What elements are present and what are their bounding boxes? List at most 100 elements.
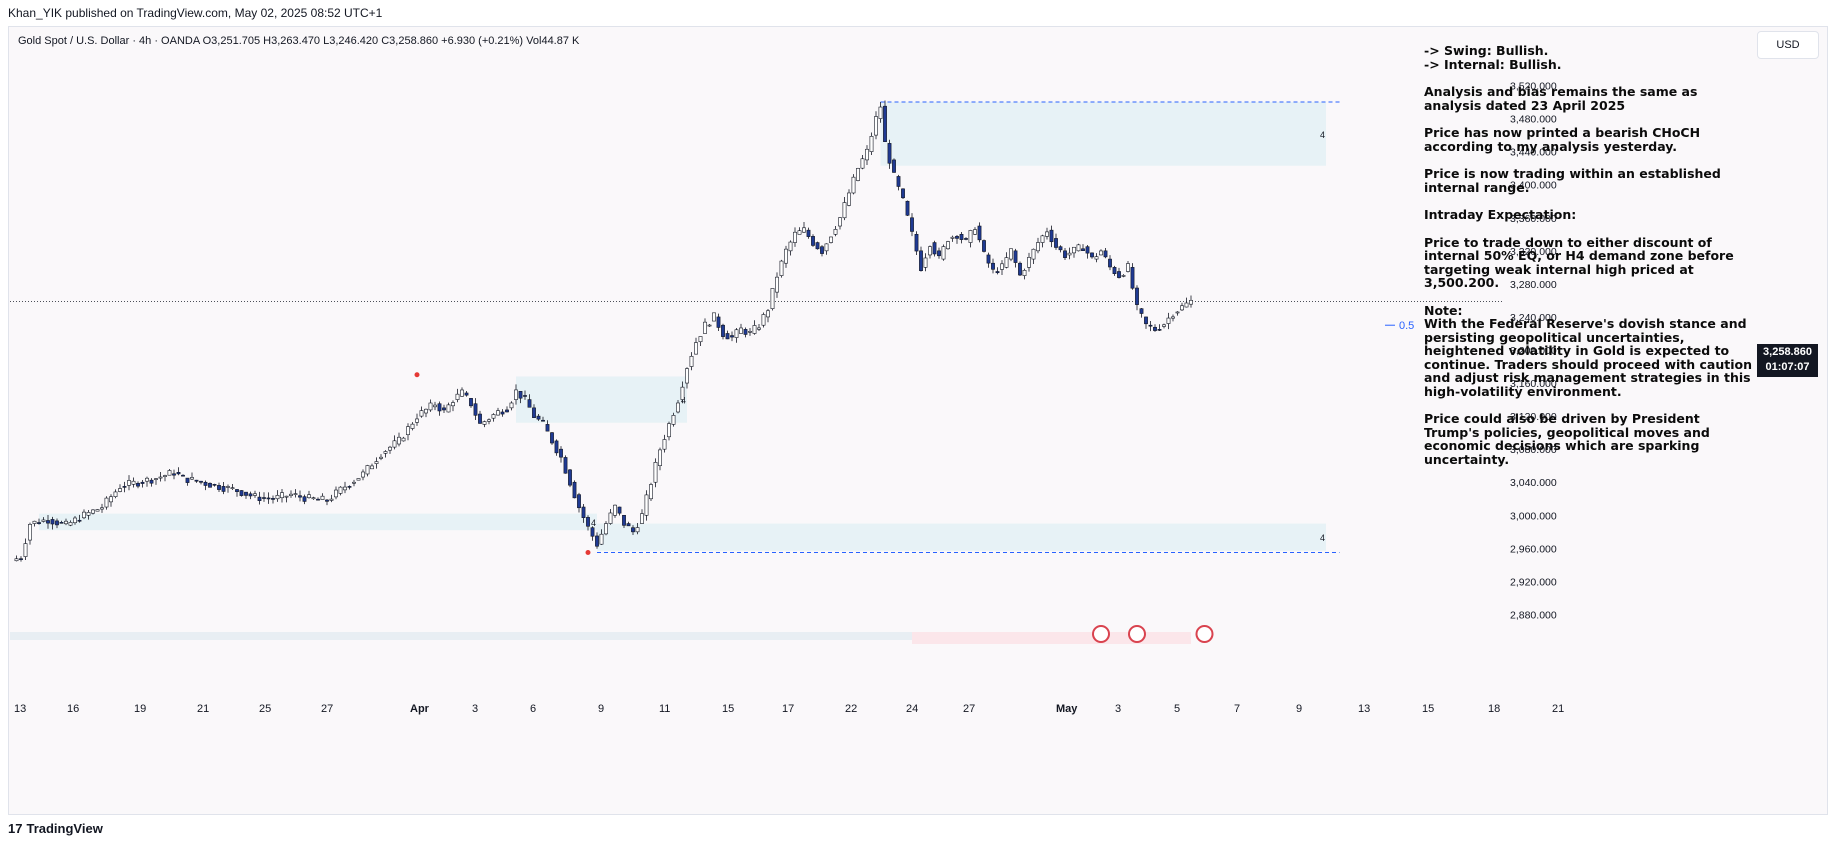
bear-candle — [500, 411, 505, 415]
bear-candle — [1108, 258, 1112, 268]
bear-candle — [325, 499, 329, 502]
bull-candle — [365, 465, 370, 475]
x-tick-label: 19 — [134, 703, 146, 715]
bull-candle — [131, 480, 136, 485]
bull-candle — [950, 236, 955, 239]
bull-candle — [707, 324, 712, 327]
bear-candle — [959, 233, 964, 240]
current-price-value: 3,258.860 — [1763, 346, 1812, 358]
bull-candle — [460, 389, 464, 397]
bear-candle — [194, 479, 199, 482]
x-tick-label: 5 — [1174, 703, 1180, 715]
x-tick-label: 3 — [1115, 703, 1121, 715]
bear-candle — [725, 333, 730, 340]
y-tick-label: 3,160.000 — [1510, 378, 1557, 390]
bull-candle — [68, 522, 73, 526]
tradingview-footer[interactable]: 17 TradingView — [8, 821, 103, 836]
bear-candle — [248, 493, 253, 497]
bear-candle — [122, 486, 127, 488]
bear-candle — [1130, 267, 1135, 289]
bull-candle — [487, 419, 491, 422]
bull-candle — [770, 288, 775, 309]
bear-candle — [347, 486, 352, 488]
swing-point-marker — [414, 372, 420, 378]
zone-label: 4 — [1320, 130, 1325, 140]
bull-candle — [1045, 231, 1049, 237]
bull-candle — [689, 355, 694, 367]
x-tick-label: 24 — [906, 703, 918, 715]
bear-candle — [964, 238, 968, 240]
bear-candle — [617, 506, 622, 514]
us-flag-event-icon — [1195, 625, 1214, 643]
bear-candle — [262, 497, 266, 499]
bear-candle — [811, 236, 815, 246]
bull-candle — [1180, 305, 1184, 311]
bull-candle — [64, 520, 68, 525]
bull-candle — [388, 446, 392, 451]
x-tick-label: 22 — [845, 703, 857, 715]
bear-candle — [1054, 238, 1058, 248]
bear-candle — [136, 482, 140, 487]
currency-button[interactable]: USD — [1757, 31, 1819, 59]
bull-candle — [680, 386, 685, 400]
bottom-zone-strip — [10, 632, 1092, 640]
x-tick-label: 9 — [1296, 703, 1302, 715]
bull-candle — [86, 512, 91, 516]
bull-candle — [1072, 246, 1076, 254]
bull-candle — [829, 236, 833, 243]
bull-candle — [1067, 252, 1072, 256]
bull-candle — [671, 415, 676, 425]
price-chart[interactable]: 4 4 4 4 0.5 2,880.000 2,920.000 2,960.000 3,000.… — [10, 27, 1760, 777]
bear-candle — [140, 481, 145, 484]
bear-candle — [1013, 250, 1018, 263]
countdown-timer: 01:07:07 — [1765, 361, 1810, 373]
bull-candle — [644, 494, 649, 516]
bear-candle — [982, 240, 986, 252]
bear-candle — [208, 482, 212, 488]
bull-candle — [230, 487, 235, 489]
note-paragraph: Price is now trading within an establish… — [1424, 166, 1721, 195]
bull-candle — [788, 241, 793, 252]
note-paragraph: Price could also be driven by President … — [1424, 411, 1710, 467]
bull-candle — [32, 520, 37, 524]
bull-candle — [145, 477, 149, 482]
bear-candle — [217, 485, 221, 490]
bull-candle — [1022, 270, 1027, 276]
bear-candle — [991, 262, 995, 270]
swing-point-marker — [585, 549, 591, 555]
bull-candle — [1009, 248, 1013, 260]
bear-candle — [622, 514, 626, 526]
x-tick-label: 17 — [782, 703, 794, 715]
x-tick-label: 3 — [472, 703, 478, 715]
bull-candle — [1036, 242, 1040, 252]
bear-candle — [1018, 262, 1022, 276]
bull-candle — [253, 493, 257, 496]
bull-candle — [73, 517, 77, 524]
bull-candle — [514, 389, 518, 400]
bull-candle — [923, 257, 928, 268]
x-tick-label: 15 — [1422, 703, 1434, 715]
bull-candle — [320, 495, 325, 500]
bull-candle — [793, 231, 797, 243]
demand-zone — [516, 376, 687, 423]
bull-candle — [658, 449, 662, 467]
bear-candle — [1135, 287, 1139, 305]
bear-candle — [631, 527, 635, 533]
bull-candle — [100, 507, 104, 510]
bull-candle — [1121, 275, 1126, 277]
bear-candle — [505, 409, 509, 413]
bull-candle — [1184, 302, 1189, 308]
bull-candle — [338, 486, 343, 494]
bear-candle — [203, 481, 208, 486]
bear-candle — [266, 497, 271, 500]
bear-candle — [545, 424, 550, 432]
bull-candle — [752, 325, 757, 334]
bull-candle — [1162, 324, 1166, 327]
publish-caption: Khan_YIK published on TradingView.com, M… — [8, 6, 383, 20]
bull-candle — [334, 489, 338, 498]
bear-candle — [478, 413, 482, 424]
bull-candle — [784, 248, 788, 264]
x-tick-label: 27 — [963, 703, 975, 715]
y-tick-label: 3,080.000 — [1510, 444, 1557, 456]
bull-candle — [1040, 235, 1045, 243]
